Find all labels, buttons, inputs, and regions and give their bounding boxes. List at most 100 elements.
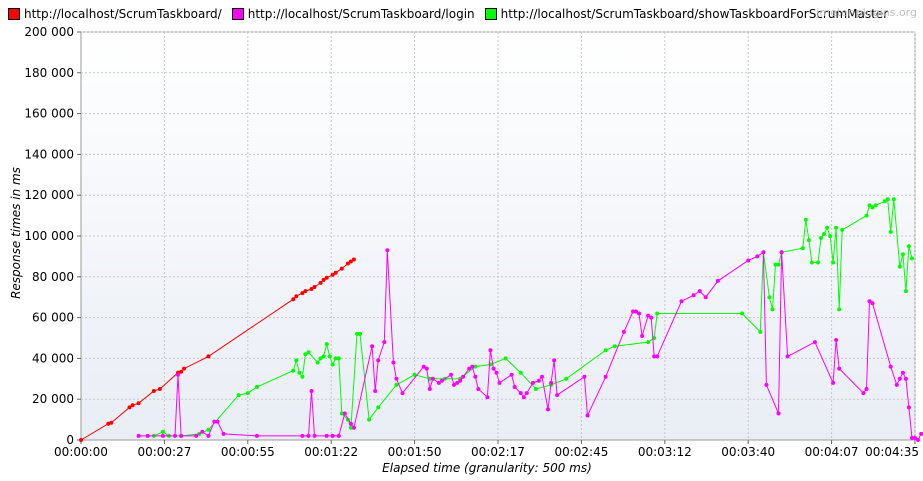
data-point — [764, 382, 769, 387]
data-point — [837, 366, 842, 371]
data-point — [291, 368, 296, 373]
legend-item-showtaskboard: http://localhost/ScrumTaskboard/showTask… — [484, 7, 888, 21]
data-point — [536, 378, 541, 383]
data-point — [612, 344, 617, 349]
data-point — [540, 374, 544, 379]
data-point — [294, 358, 299, 363]
data-point — [603, 374, 608, 379]
data-point — [130, 403, 135, 408]
data-point — [327, 354, 332, 359]
data-point — [831, 380, 836, 385]
data-point — [806, 238, 811, 243]
data-point — [333, 270, 338, 275]
data-point — [488, 348, 493, 353]
series-group — [79, 197, 923, 442]
data-point — [461, 374, 466, 379]
series-line — [138, 250, 923, 441]
data-point — [776, 411, 781, 416]
data-point — [300, 374, 305, 379]
data-point — [870, 301, 875, 306]
data-point — [773, 262, 778, 267]
data-point — [370, 344, 375, 349]
data-point — [916, 438, 920, 442]
data-point — [348, 425, 353, 430]
data-point — [458, 378, 463, 383]
data-point — [888, 229, 893, 234]
data-point — [503, 356, 508, 361]
data-point — [127, 405, 132, 410]
data-point — [621, 329, 626, 334]
data-point — [339, 266, 344, 271]
data-point — [306, 433, 311, 438]
data-point — [910, 256, 914, 261]
data-point — [631, 309, 635, 314]
data-point — [834, 225, 839, 230]
data-point — [812, 340, 817, 345]
data-point — [318, 280, 323, 285]
data-point — [919, 431, 923, 436]
data-point — [182, 366, 187, 371]
data-point — [467, 366, 472, 371]
data-point — [373, 389, 378, 393]
data-point — [385, 248, 390, 253]
y-tick-label: 80 000 — [32, 270, 74, 284]
data-point — [452, 382, 456, 387]
legend-label-root: http://localhost/ScrumTaskboard/ — [24, 7, 222, 21]
y-tick-label: 160 000 — [24, 107, 74, 121]
data-point — [864, 213, 869, 218]
data-point — [903, 289, 908, 294]
data-point — [582, 374, 587, 379]
x-tick-label: 00:04:35 — [865, 445, 919, 459]
data-point — [412, 372, 417, 377]
data-point — [831, 260, 836, 265]
data-point — [206, 433, 211, 438]
data-point — [697, 289, 702, 294]
x-tick-label: 00:00:00 — [54, 445, 108, 459]
data-point — [348, 259, 353, 264]
y-axis-label: Response times in ms — [9, 167, 23, 299]
data-point — [861, 391, 866, 396]
data-point — [549, 380, 554, 385]
data-point — [470, 364, 475, 369]
data-point — [315, 360, 320, 365]
data-point — [761, 250, 766, 255]
data-point — [809, 260, 814, 265]
data-point — [194, 433, 199, 438]
data-point — [906, 244, 911, 249]
data-point — [324, 275, 329, 280]
data-point — [885, 197, 890, 202]
data-point — [655, 311, 660, 316]
data-point — [473, 364, 478, 369]
data-point — [864, 387, 869, 391]
x-tick-label: 00:00:55 — [221, 445, 275, 459]
data-point — [79, 438, 83, 442]
data-point — [394, 382, 399, 387]
data-point — [351, 257, 356, 262]
data-point — [819, 236, 823, 240]
data-point — [679, 299, 684, 304]
data-point — [330, 433, 335, 438]
data-point — [342, 411, 347, 416]
data-point — [867, 299, 872, 304]
y-tick-label: 0 — [66, 433, 74, 447]
data-point — [476, 387, 481, 391]
data-point — [382, 340, 387, 345]
data-point — [906, 405, 911, 410]
data-point — [367, 417, 372, 422]
data-point — [873, 203, 878, 208]
data-point — [339, 411, 344, 416]
data-point — [828, 234, 833, 238]
data-point — [436, 380, 441, 385]
data-point — [145, 433, 150, 438]
data-point — [834, 338, 839, 342]
data-point — [173, 433, 177, 438]
x-tick-label: 00:01:22 — [304, 445, 358, 459]
data-point — [785, 354, 790, 359]
data-point — [321, 354, 326, 359]
y-tick-label: 140 000 — [24, 147, 74, 161]
data-point — [900, 252, 905, 257]
data-point — [897, 264, 902, 269]
data-point — [303, 289, 308, 294]
data-point — [518, 370, 523, 375]
data-point — [312, 433, 317, 438]
